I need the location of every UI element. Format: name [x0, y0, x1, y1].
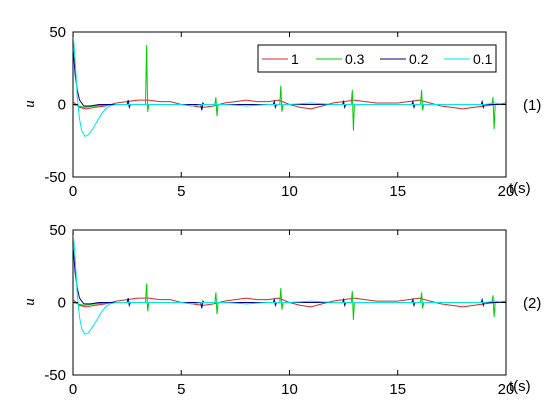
- x-tick-label-1-2: 5: [177, 183, 185, 200]
- series-line-1-1: [72, 99, 507, 110]
- series-line-1-4: [72, 31, 507, 138]
- legend-label-3: 0.2: [409, 51, 429, 67]
- x-axis-label-2: t(s): [509, 378, 531, 395]
- y-tick-label-2-1: -50: [44, 367, 66, 384]
- panel-annotation-2: (2): [523, 295, 541, 312]
- x-tick-label-2-3: 10: [281, 381, 298, 398]
- series-layer-2: [72, 229, 507, 336]
- y-tick-label-1-2: 0: [58, 97, 66, 114]
- series-line-2-1: [72, 297, 507, 308]
- x-tick-label-2-2: 5: [177, 381, 185, 398]
- y-tick-label-1-1: -50: [44, 169, 66, 186]
- y-tick-label-1-3: 50: [49, 24, 66, 41]
- y-tick-label-2-3: 50: [49, 222, 66, 239]
- y-axis-label-2: u: [22, 298, 38, 306]
- series-layer-1: [72, 31, 507, 138]
- legend-entries: 1 0.3 0.2 0.1: [262, 51, 493, 67]
- x-tick-label-1-4: 15: [389, 183, 406, 200]
- panel-annotation-1: (1): [523, 97, 541, 114]
- x-tick-label-1-1: 0: [69, 183, 77, 200]
- y-axis-label-1: u: [22, 100, 38, 108]
- x-tick-label-1-5: 20: [498, 183, 515, 200]
- x-tick-label-2-5: 20: [498, 381, 515, 398]
- legend-label-4: 0.1: [473, 51, 493, 67]
- series-line-2-4: [72, 229, 507, 336]
- x-axis-label-1: t(s): [509, 180, 531, 197]
- x-tick-label-2-4: 15: [389, 381, 406, 398]
- x-tick-label-2-1: 0: [69, 381, 77, 398]
- legend-label-2: 0.3: [345, 51, 365, 67]
- legend: 1 0.3 0.2 0.1: [257, 44, 497, 73]
- legend-label-1: 1: [291, 51, 299, 67]
- x-tick-label-1-3: 10: [281, 183, 298, 200]
- y-tick-label-2-2: 0: [58, 295, 66, 312]
